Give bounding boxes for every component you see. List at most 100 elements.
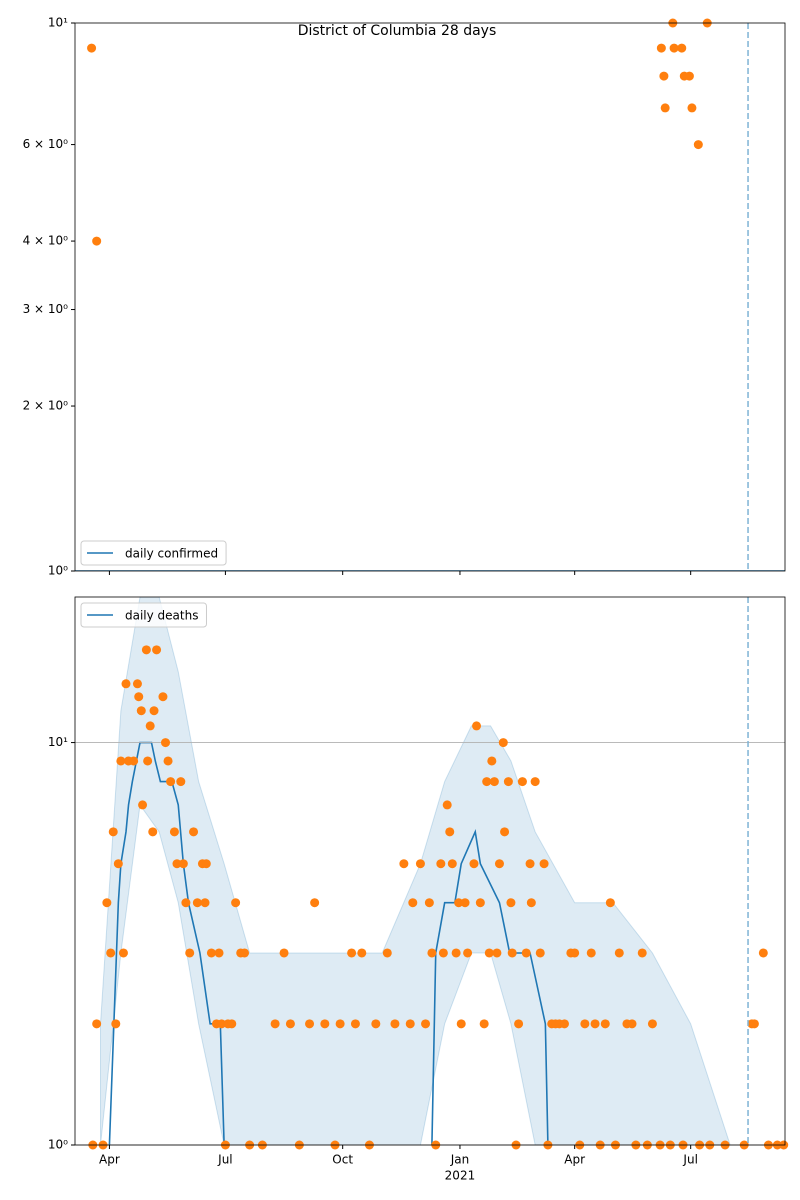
point [526,898,536,908]
y-tick-label: 10⁰ [48,1138,68,1152]
point [484,948,494,958]
y-tick-label: 2 × 10⁰ [23,399,69,413]
point [503,777,513,787]
point [535,948,545,958]
point [507,948,517,958]
point [231,898,241,908]
line [108,741,549,1145]
point [637,948,647,958]
y-tick-label: 4 × 10⁰ [23,234,69,248]
point [206,948,216,958]
point [627,1019,637,1029]
point [390,1019,400,1029]
point [445,827,455,837]
y-tick-label: 10⁰ [48,564,68,578]
x-tick-sublabel: 2021 [445,1169,476,1183]
point [684,71,694,81]
point [647,1019,657,1029]
point [500,827,510,837]
point [92,1019,102,1029]
point [113,859,123,869]
point [660,103,670,113]
point [217,1019,227,1029]
point [758,948,768,958]
point [451,948,461,958]
point [399,859,409,869]
point [152,645,162,655]
point [92,236,102,246]
point [424,898,434,908]
axes-frame [74,22,786,572]
point [158,692,168,702]
point [192,898,202,908]
point [111,1019,121,1029]
point [521,948,531,958]
point [614,948,624,958]
point [305,1019,315,1029]
point [442,800,452,810]
point [580,1019,590,1029]
point [506,898,516,908]
point [161,738,171,748]
legend-label: daily deaths [125,609,198,623]
point [677,43,687,53]
point [285,1019,295,1029]
point [201,859,211,869]
point [121,679,131,689]
point [479,1019,489,1029]
point [200,898,210,908]
point [143,756,153,766]
x-tick-label: Jul [217,1153,232,1167]
point [656,43,666,53]
x-tick-label: Apr [564,1153,585,1167]
point [138,800,148,810]
point [270,1019,280,1029]
point [347,948,357,958]
point [102,898,112,908]
point [487,756,497,766]
point [405,1019,415,1029]
point [108,827,118,837]
point [178,859,188,869]
point [498,738,508,748]
point [320,1019,330,1029]
point [421,1019,431,1029]
point [129,756,139,766]
point [482,777,492,787]
point [460,898,470,908]
point [427,948,437,958]
point [492,948,502,958]
y-tick-label: 10¹ [48,16,68,30]
point [539,859,549,869]
point [749,1019,759,1029]
point [659,71,669,81]
point [87,43,97,53]
point [357,948,367,958]
legend-box [80,540,227,566]
point [525,859,535,869]
point [456,1019,466,1029]
legend-label: daily confirmed [125,547,218,561]
chart-title: District of Columbia 28 days [298,23,497,39]
point [310,898,320,908]
point [559,1019,569,1029]
point [382,948,392,958]
point [436,859,446,869]
point [148,827,158,837]
axes-frame [74,596,786,1146]
x-tick-label: Jan [450,1153,470,1167]
point [279,948,289,958]
point [181,898,191,908]
point [176,777,186,787]
band [99,597,731,1145]
point [514,1019,524,1029]
point [463,948,473,958]
y-tick-label: 6 × 10⁰ [23,137,69,151]
point [118,948,128,958]
legend: daily deaths [80,602,207,628]
point [408,898,418,908]
point [586,948,596,958]
point [335,1019,345,1029]
point [693,140,703,150]
